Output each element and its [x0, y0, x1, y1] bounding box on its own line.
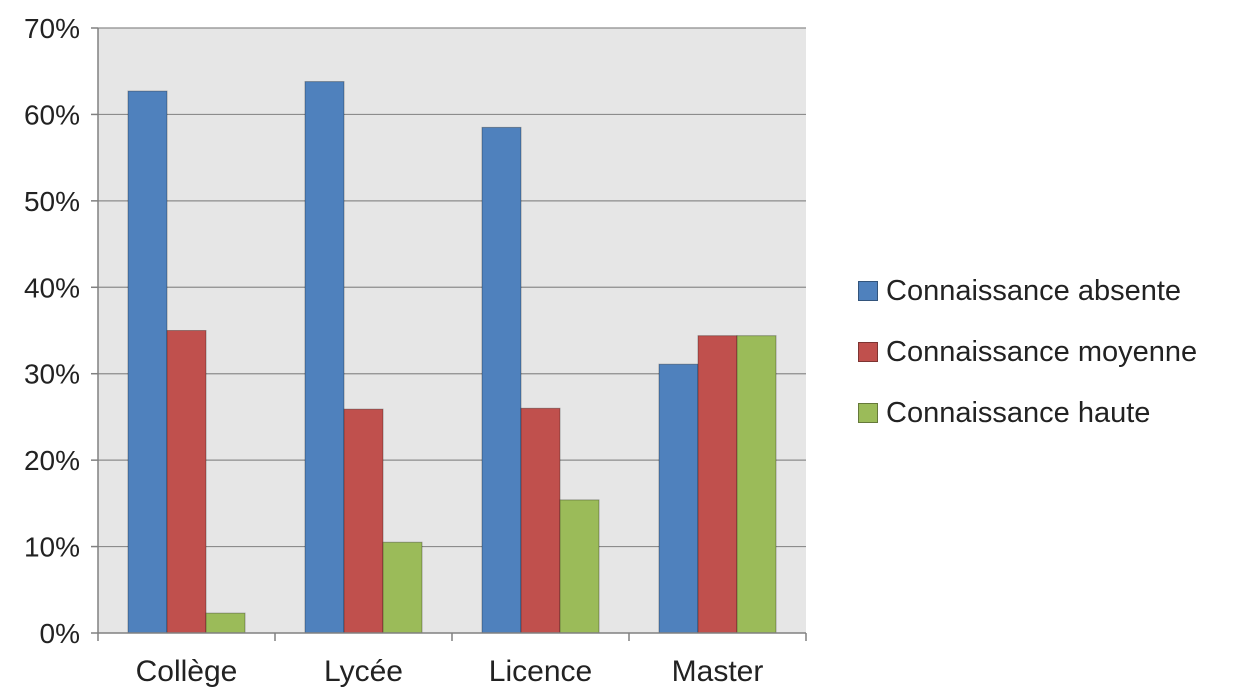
bar — [736, 335, 777, 634]
y-tick-label: 50% — [24, 186, 80, 217]
bar — [481, 126, 522, 634]
y-tick-label: 10% — [24, 532, 80, 563]
x-tick-label: Collège — [136, 655, 238, 688]
legend-swatch — [858, 281, 878, 301]
legend-item: Connaissance moyenne — [858, 335, 1198, 368]
legend-item: Connaissance absente — [858, 274, 1197, 307]
x-axis-ticks: Collège Lycée Licence Master — [97, 633, 807, 688]
bar — [520, 407, 561, 634]
y-tick-label: 20% — [24, 445, 80, 476]
bars — [127, 81, 777, 634]
y-tick-label: 60% — [24, 99, 80, 130]
gridlines — [98, 27, 806, 548]
x-tick-label: Licence — [489, 655, 592, 688]
bar — [166, 330, 207, 634]
y-tick-label: 70% — [24, 13, 80, 44]
bar — [304, 81, 345, 634]
legend-swatch — [858, 342, 878, 362]
y-axis-ticks: 0% 10% 20% 30% 40% 50% 60% 70% — [24, 13, 98, 649]
bar — [343, 408, 384, 634]
y-tick-label: 40% — [24, 272, 80, 303]
legend-item: Connaissance haute — [858, 396, 1197, 429]
bar — [127, 90, 168, 634]
bar — [205, 612, 246, 634]
legend-swatch — [858, 403, 878, 423]
legend-label: Connaissance absente — [886, 274, 1182, 307]
bar — [658, 363, 699, 634]
bar — [382, 541, 423, 634]
x-tick-label: Master — [672, 655, 764, 688]
x-tick-label: Lycée — [324, 655, 403, 688]
legend: Connaissance absente Connaissance moyenn… — [858, 274, 1198, 459]
bar — [559, 499, 600, 634]
legend-label: Connaissance haute — [886, 396, 1151, 429]
bar — [697, 335, 738, 634]
legend-label: Connaissance moyenne — [886, 335, 1198, 368]
y-tick-label: 0% — [40, 618, 80, 649]
y-tick-label: 30% — [24, 359, 80, 390]
